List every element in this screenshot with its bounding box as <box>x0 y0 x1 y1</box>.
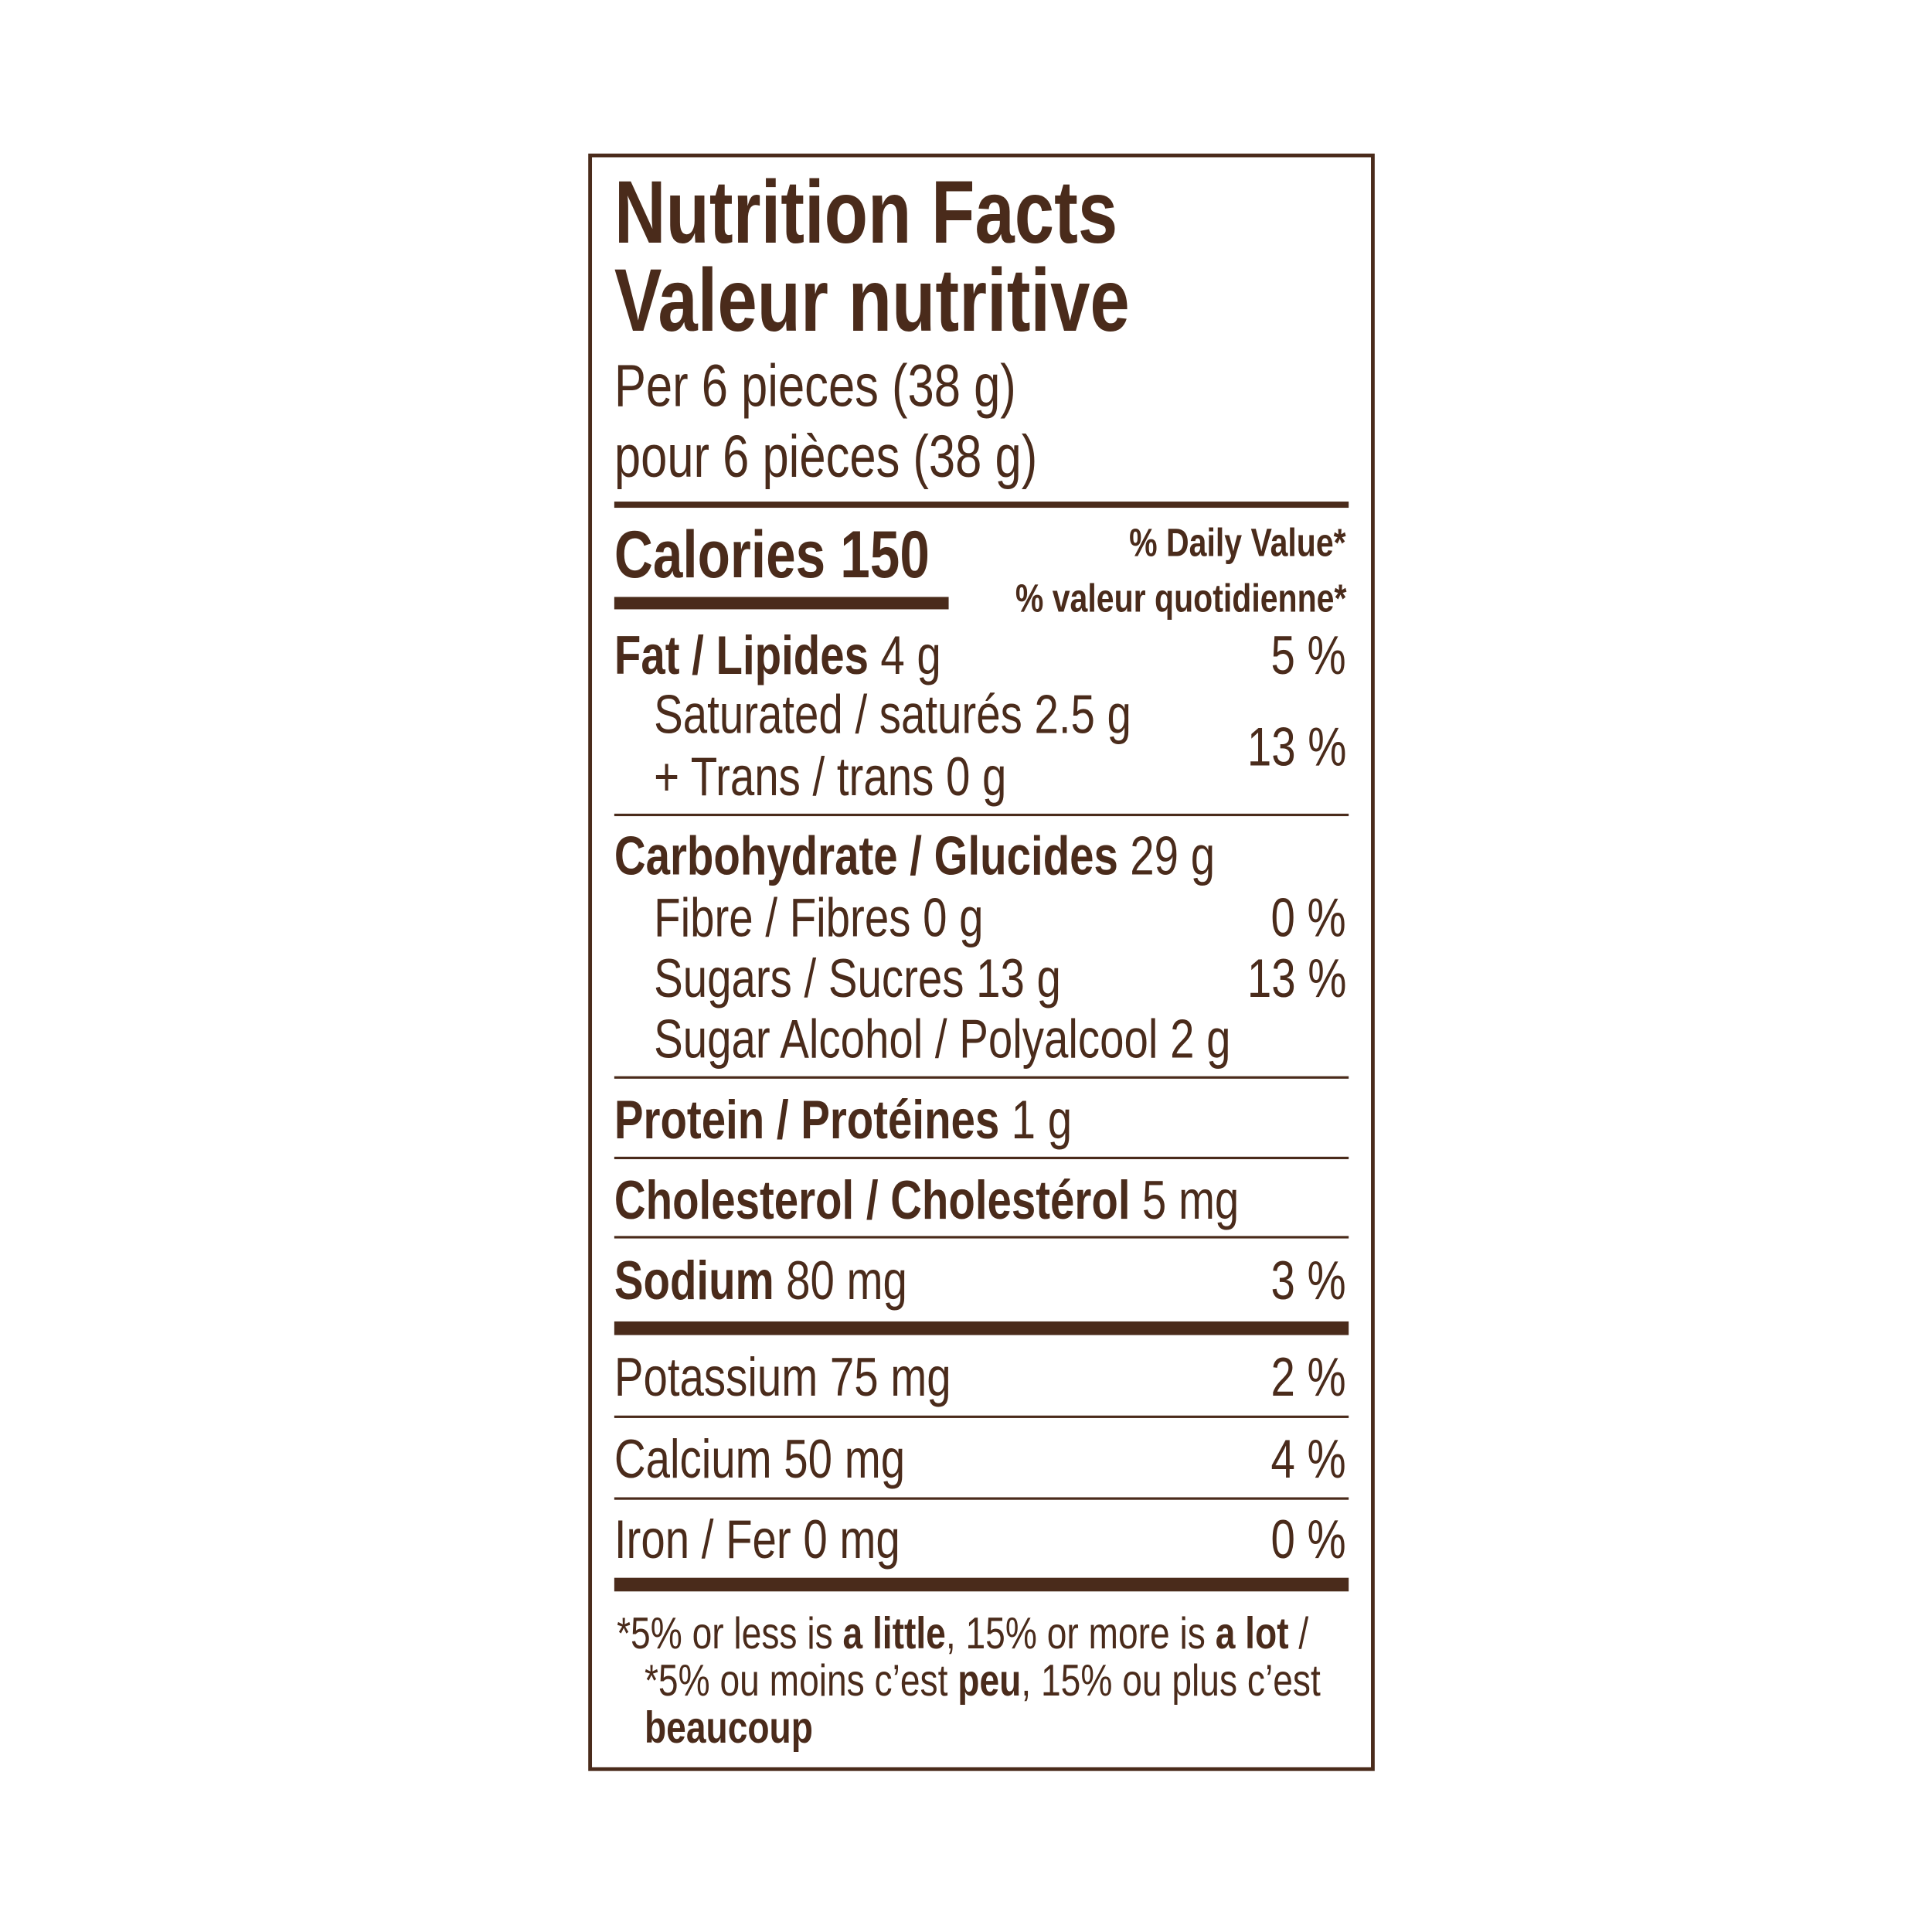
daily-value: 3 % <box>1270 1250 1346 1312</box>
nutrient-row: Saturated / saturés 2.5 g <box>654 685 1131 746</box>
nutrient-row: Calcium 50 mg <box>614 1429 906 1490</box>
rule <box>614 1236 1349 1239</box>
title: Nutrition Facts <box>614 163 1118 263</box>
nutrient-row: Carbohydrate / Glucides 29 g <box>614 829 1215 885</box>
rule <box>614 1497 1349 1500</box>
rule <box>614 1577 1349 1592</box>
rule <box>614 1415 1349 1418</box>
nutrient-row: Sugar Alcohol / Polyalcool 2 g <box>654 1009 1231 1070</box>
rule <box>614 1156 1349 1159</box>
nutrient-row: Potassium 75 mg <box>614 1347 951 1409</box>
nutrient-amount: 80 mg <box>786 1250 907 1312</box>
nutrient-row: + Trans / trans 0 g <box>654 747 1007 808</box>
nutrient-amount: 5 mg <box>1141 1170 1240 1231</box>
title: Valeur nutritive <box>614 251 1130 351</box>
nutrient-name: Sodium <box>614 1250 774 1312</box>
nutrient-row: Iron / Fer 0 mg <box>614 1509 900 1571</box>
label-border <box>588 153 1375 1771</box>
daily-value-header: % Daily Value* <box>1129 520 1346 565</box>
daily-value: 0 % <box>1270 1509 1346 1571</box>
nutrient-row: Sugars / Sucres 13 g <box>654 948 1061 1010</box>
rule <box>614 502 1349 509</box>
daily-value: 13 % <box>1247 716 1346 778</box>
footnote-text: a lot <box>1215 1607 1289 1658</box>
footnote-text: , 15% ou plus c’est <box>1021 1655 1321 1706</box>
nutrient-row: Cholesterol / Cholestérol 5 mg <box>614 1173 1239 1229</box>
nutrient-row: Fat / Lipides 4 g <box>614 628 941 684</box>
rule <box>614 1321 1349 1335</box>
footnote-text: a little <box>842 1607 946 1658</box>
daily-value: 2 % <box>1270 1347 1346 1409</box>
daily-value: 5 % <box>1270 625 1346 686</box>
nutrient-amount: 1 g <box>1011 1090 1073 1151</box>
rule <box>614 1076 1349 1079</box>
footnote-text: peu <box>957 1655 1022 1706</box>
calories: Calories 150 <box>614 517 930 593</box>
nutrient-row: Sodium 80 mg <box>614 1254 907 1309</box>
footnote-text: *5% or less is <box>617 1607 843 1658</box>
rule <box>614 813 1349 817</box>
nutrient-name: Fat / Lipides <box>614 625 869 686</box>
daily-value: 4 % <box>1270 1429 1346 1490</box>
rule <box>614 597 949 610</box>
footnote: *5% or less is a little, 15% or more is … <box>617 1610 1368 1751</box>
nutrient-name: Carbohydrate / Glucides <box>614 825 1118 887</box>
footnote-text: beaucoup <box>644 1701 813 1753</box>
footnote-text: / *5% ou moins c’est <box>644 1607 1309 1706</box>
serving: Per 6 pieces (38 g) <box>614 354 1016 420</box>
daily-value: 13 % <box>1247 948 1346 1010</box>
daily-value-header: % valeur quotidienne* <box>1015 576 1346 621</box>
footnote-text: , 15% or more is <box>945 1607 1216 1658</box>
daily-value: 0 % <box>1270 888 1346 949</box>
serving: pour 6 pièces (38 g) <box>614 424 1038 491</box>
nutrient-row: Protein / Protéines 1 g <box>614 1093 1072 1148</box>
nutrient-row: Fibre / Fibres 0 g <box>654 888 984 949</box>
nutrient-amount: 29 g <box>1130 825 1216 887</box>
nutrient-name: Cholesterol / Cholestérol <box>614 1170 1131 1231</box>
nutrient-amount: 4 g <box>880 625 941 686</box>
nutrient-name: Protein / Protéines <box>614 1090 1000 1151</box>
